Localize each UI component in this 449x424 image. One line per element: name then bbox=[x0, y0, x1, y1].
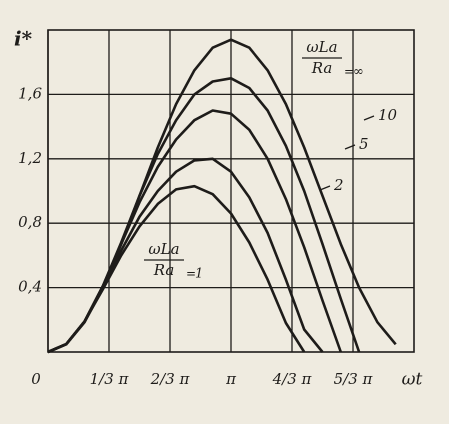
parameter-numerator: ωLa bbox=[306, 38, 337, 56]
x-tick-label: π bbox=[225, 370, 237, 388]
series-label: 5 bbox=[359, 135, 369, 153]
equals-sign: = bbox=[344, 65, 354, 79]
x-tick-label: 4/3 π bbox=[272, 370, 313, 388]
y-tick-label: 0,8 bbox=[18, 213, 42, 231]
y-tick-label: 1,6 bbox=[18, 84, 42, 102]
equals-sign: = bbox=[186, 267, 196, 281]
parameter-denominator: Ra bbox=[153, 261, 175, 279]
curve bbox=[47, 184, 306, 354]
series-label: ∞ bbox=[353, 65, 364, 80]
x-axis-label: ωt bbox=[402, 370, 423, 390]
y-tick-label: 0,4 bbox=[18, 278, 42, 296]
parameter-numerator: ωLa bbox=[148, 240, 179, 258]
series-label: 10 bbox=[378, 106, 398, 124]
y-tick-label: 1,2 bbox=[18, 149, 42, 167]
label-leader bbox=[363, 115, 375, 121]
x-tick-label: 2/3 π bbox=[150, 370, 191, 388]
series-label: 2 bbox=[333, 176, 344, 194]
x-tick-label: 1/3 π bbox=[90, 370, 130, 388]
parameter-denominator: Ra bbox=[311, 59, 333, 77]
y-axis-label: i* bbox=[14, 27, 33, 51]
label-leader bbox=[344, 144, 356, 150]
x-tick-label: 0 bbox=[31, 370, 41, 388]
x-tick-label: 5/3 π bbox=[334, 370, 374, 388]
series-label: 1 bbox=[195, 267, 203, 282]
label-leader bbox=[319, 185, 331, 191]
